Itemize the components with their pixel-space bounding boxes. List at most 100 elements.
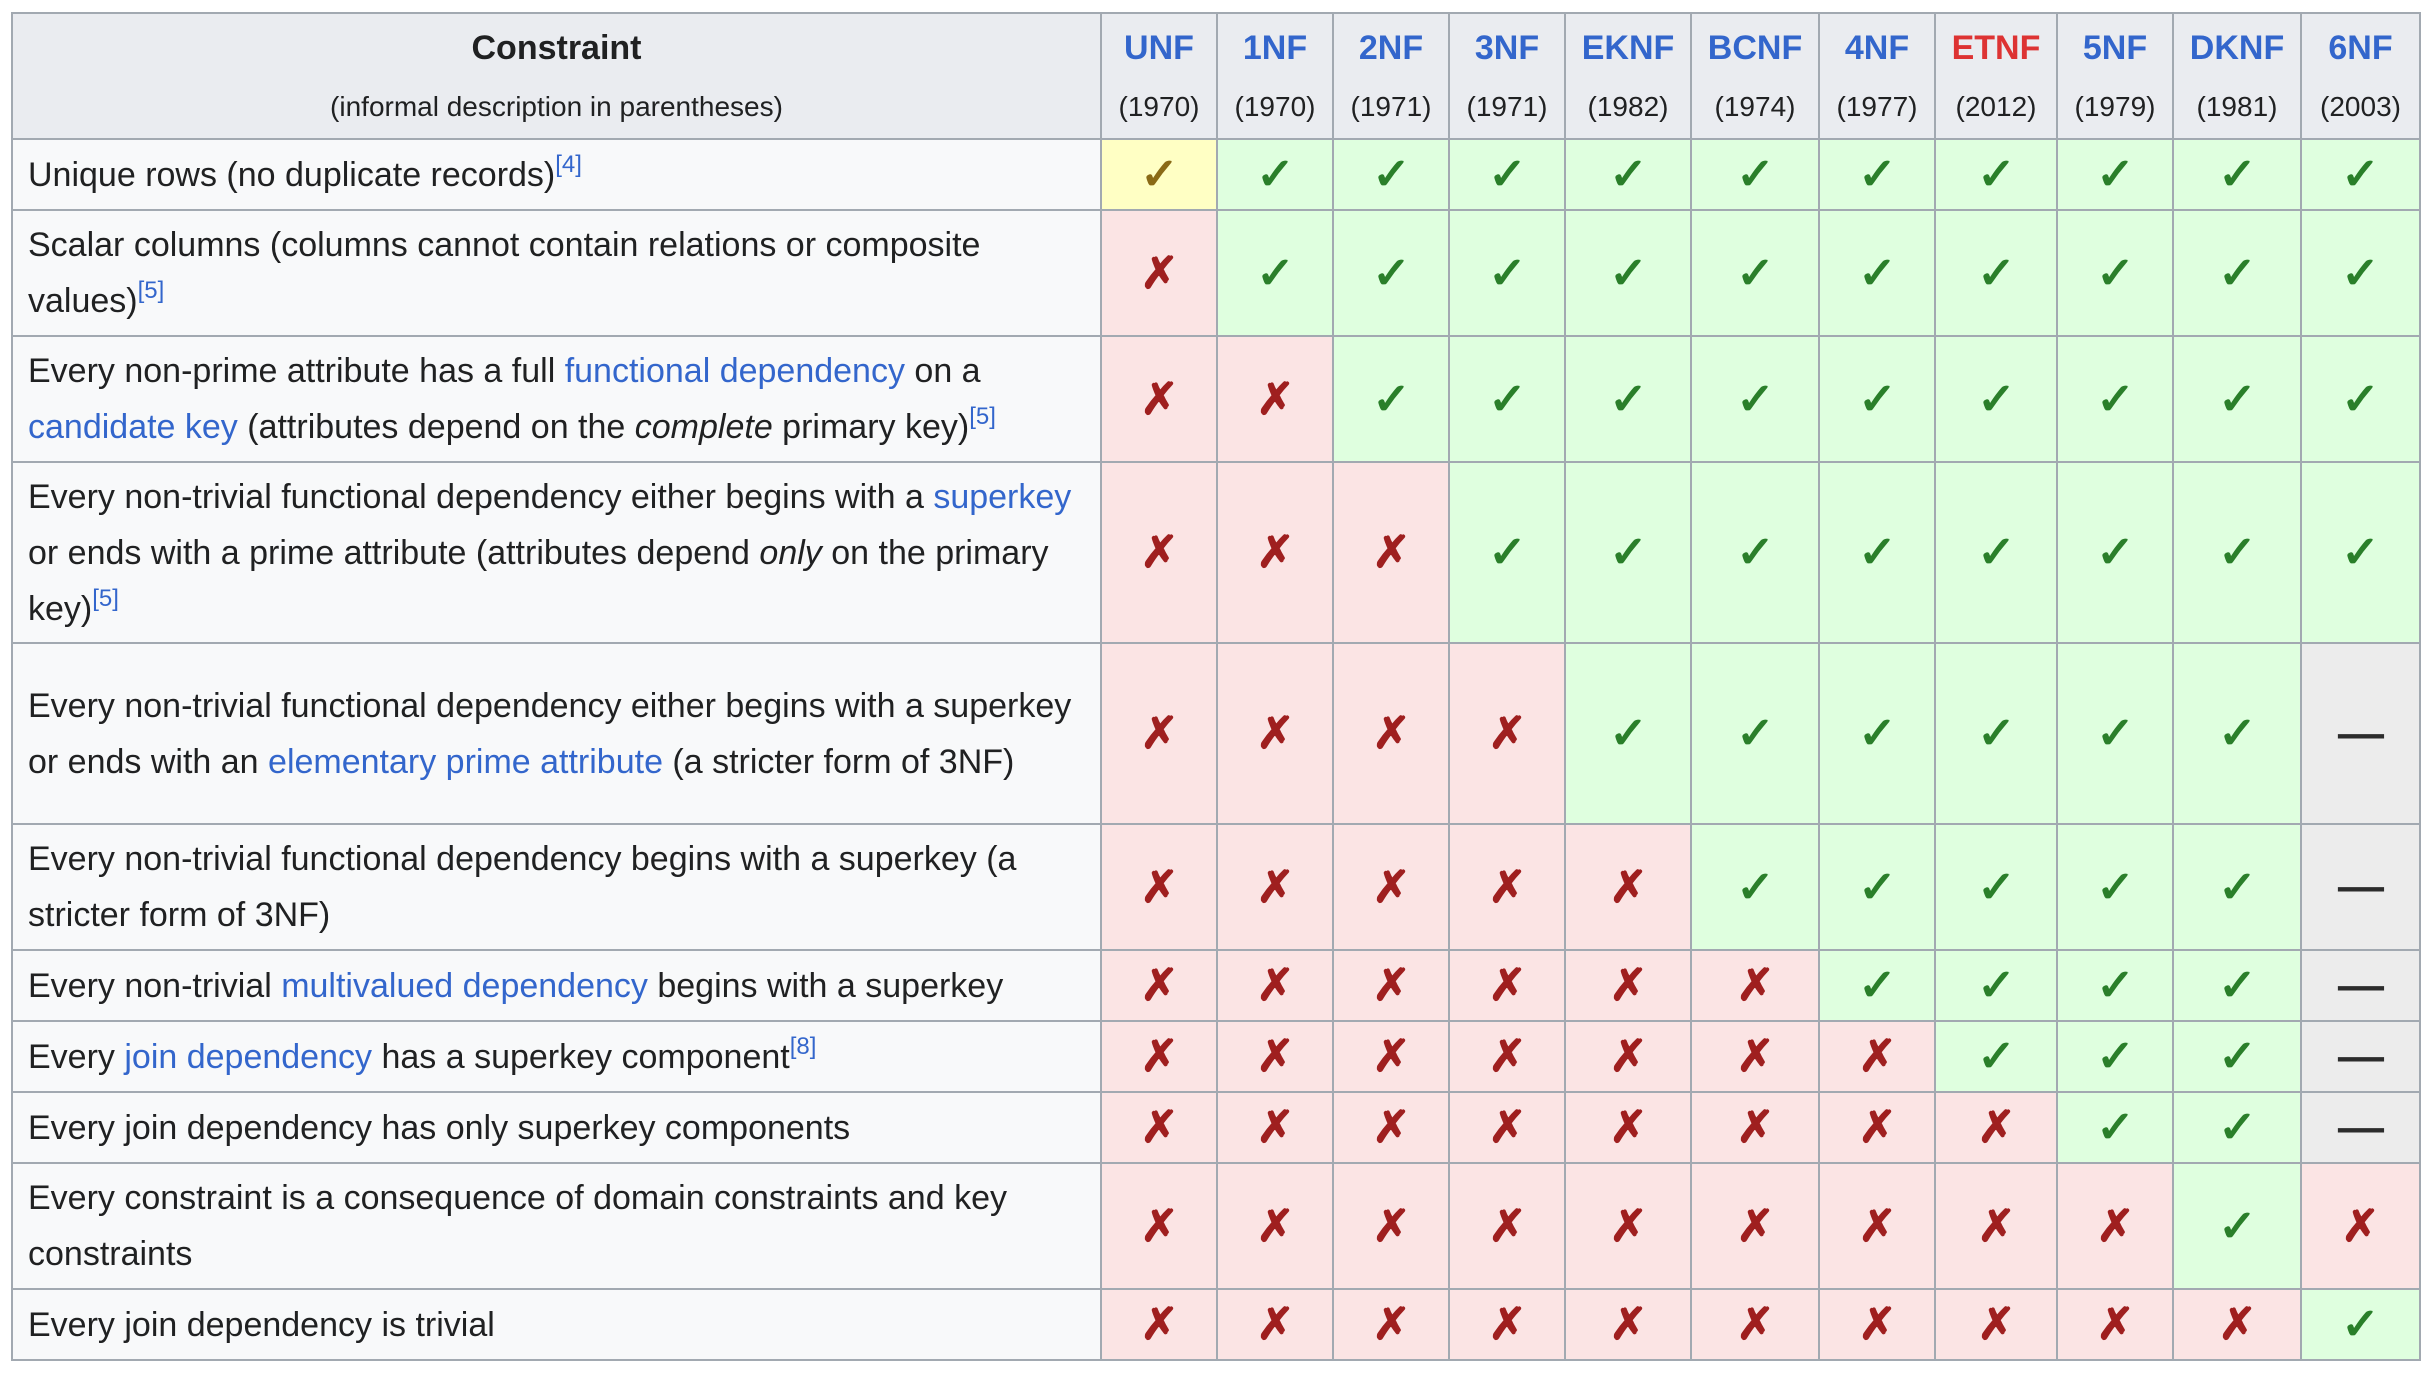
cross-icon: ✗ [1371, 862, 1411, 912]
constraint-title: Constraint [471, 29, 642, 67]
description-text: on a [904, 352, 981, 390]
status-cell-no: ✗ [1216, 461, 1334, 644]
check-icon: ✓ [2095, 150, 2135, 199]
form-link-bcnf[interactable]: BCNF [1707, 29, 1803, 67]
wiki-link[interactable]: elementary prime attribute [268, 742, 663, 781]
citation-reference[interactable]: [5] [92, 584, 119, 612]
check-icon: ✓ [2341, 528, 2380, 577]
status-cell-no: ✗ [1818, 1020, 1936, 1093]
status-cell-yes: ✓ [1332, 335, 1450, 463]
status-cell-na: — [2300, 642, 2421, 825]
form-header-unf: UNF (1970) [1100, 12, 1218, 140]
status-cell-yes: ✓ [1564, 642, 1692, 825]
status-cell-no: ✗ [1332, 1091, 1450, 1164]
constraint-description: Every non-trivial functional dependency … [11, 642, 1102, 825]
check-icon: ✓ [2095, 862, 2135, 912]
form-header-etnf: ETNF (2012) [1934, 12, 2058, 140]
cross-icon: ✗ [1139, 1201, 1179, 1251]
cross-icon: ✗ [2341, 1201, 2380, 1251]
wiki-link[interactable]: join dependency [124, 1037, 373, 1076]
status-cell-yes: ✓ [1934, 209, 2058, 337]
form-year: (1970) [1118, 91, 1200, 122]
status-cell-no: ✗ [1100, 949, 1218, 1022]
cross-icon: ✗ [1255, 1032, 1295, 1081]
check-icon: ✓ [1487, 150, 1527, 199]
status-cell-yes: ✓ [1690, 335, 1820, 463]
status-cell-yes: ✓ [2056, 138, 2174, 211]
cross-icon: ✗ [1608, 961, 1648, 1010]
status-cell-no: ✗ [1100, 1162, 1218, 1290]
status-cell-no: ✗ [1690, 1288, 1820, 1361]
check-icon: ✓ [2217, 528, 2257, 577]
status-cell-no: ✗ [1448, 1020, 1566, 1093]
status-cell-no: ✗ [1332, 461, 1450, 644]
cross-icon: ✗ [1371, 1201, 1411, 1251]
status-cell-na: — [2300, 1091, 2421, 1164]
description-text: primary key) [772, 408, 970, 446]
cross-icon: ✗ [1857, 1201, 1897, 1251]
cross-icon: ✗ [1255, 1300, 1295, 1349]
citation-reference[interactable]: [5] [137, 277, 165, 304]
status-cell-yes: ✓ [1690, 461, 1820, 644]
table-row: Every non-prime attribute has a full fun… [11, 335, 2421, 463]
status-cell-yes: ✓ [1934, 949, 2058, 1022]
check-icon: ✓ [1735, 150, 1775, 199]
check-icon: ✓ [1371, 248, 1411, 298]
status-cell-yes: ✓ [2056, 461, 2174, 644]
status-cell-yes: ✓ [1448, 209, 1566, 337]
cross-icon: ✗ [2095, 1201, 2135, 1251]
form-link-4nf[interactable]: 4NF [1844, 29, 1910, 67]
status-cell-yes: ✓ [2300, 335, 2421, 463]
check-icon: ✓ [1608, 374, 1648, 424]
description-text: (a stricter form of 3NF) [662, 742, 1015, 781]
cross-icon: ✗ [1487, 1201, 1527, 1251]
wiki-link[interactable]: candidate key [28, 408, 238, 446]
status-cell-no: ✗ [1332, 1288, 1450, 1361]
wiki-link[interactable]: multivalued dependency [281, 966, 648, 1005]
form-header-6nf: 6NF (2003) [2300, 12, 2421, 140]
status-cell-no: ✗ [1690, 1020, 1820, 1093]
status-cell-yes: ✓ [1934, 642, 2058, 825]
status-cell-partial: ✓ [1100, 138, 1218, 211]
form-link-3nf[interactable]: 3NF [1474, 29, 1540, 67]
cross-icon: ✗ [1139, 961, 1179, 1010]
status-cell-no: ✗ [1564, 1091, 1692, 1164]
status-cell-na: — [2300, 949, 2421, 1022]
status-cell-yes: ✓ [1564, 138, 1692, 211]
form-year: (1979) [2074, 91, 2156, 122]
form-link-5nf[interactable]: 5NF [2082, 29, 2148, 67]
citation-reference[interactable]: [8] [789, 1032, 817, 1060]
wiki-link[interactable]: superkey [933, 477, 1072, 516]
form-link-eknf[interactable]: EKNF [1581, 29, 1675, 67]
form-link-etnf[interactable]: ETNF [1951, 29, 2041, 67]
form-year: (1970) [1234, 91, 1316, 122]
status-cell-no: ✗ [1332, 1162, 1450, 1290]
form-link-unf[interactable]: UNF [1124, 29, 1194, 67]
form-link-6nf[interactable]: 6NF [2328, 29, 2393, 67]
status-cell-no: ✗ [1332, 823, 1450, 951]
status-cell-yes: ✓ [1448, 335, 1566, 463]
status-cell-yes: ✓ [1934, 138, 2058, 211]
form-link-1nf[interactable]: 1NF [1242, 29, 1308, 67]
status-cell-na: — [2300, 1020, 2421, 1093]
dash-icon: — [2337, 862, 2384, 911]
wiki-link[interactable]: functional dependency [564, 352, 905, 390]
cross-icon: ✗ [1857, 1300, 1897, 1349]
form-header-4nf: 4NF (1977) [1818, 12, 1936, 140]
cross-icon: ✗ [1139, 1103, 1179, 1152]
table-row: Every join dependency is trivial ✗ ✗ ✗ ✗ ✗ ✗ ✗ ✗… [11, 1288, 2421, 1361]
status-cell-no: ✗ [1448, 949, 1566, 1022]
table-row: Every join dependency has a superkey com… [11, 1020, 2421, 1093]
status-cell-yes: ✓ [1934, 1020, 2058, 1093]
cross-icon: ✗ [1255, 1201, 1295, 1251]
status-cell-yes: ✓ [1818, 949, 1936, 1022]
form-link-dknf[interactable]: DKNF [2189, 29, 2285, 67]
check-icon: ✓ [1608, 528, 1648, 577]
table-row: Every join dependency has only superkey … [11, 1091, 2421, 1164]
cross-icon: ✗ [2217, 1300, 2257, 1349]
cross-icon: ✗ [1735, 1103, 1775, 1152]
citation-reference[interactable]: [5] [969, 403, 996, 430]
citation-reference[interactable]: [4] [555, 150, 582, 178]
form-link-2nf[interactable]: 2NF [1358, 29, 1424, 67]
status-cell-yes: ✓ [1216, 209, 1334, 337]
